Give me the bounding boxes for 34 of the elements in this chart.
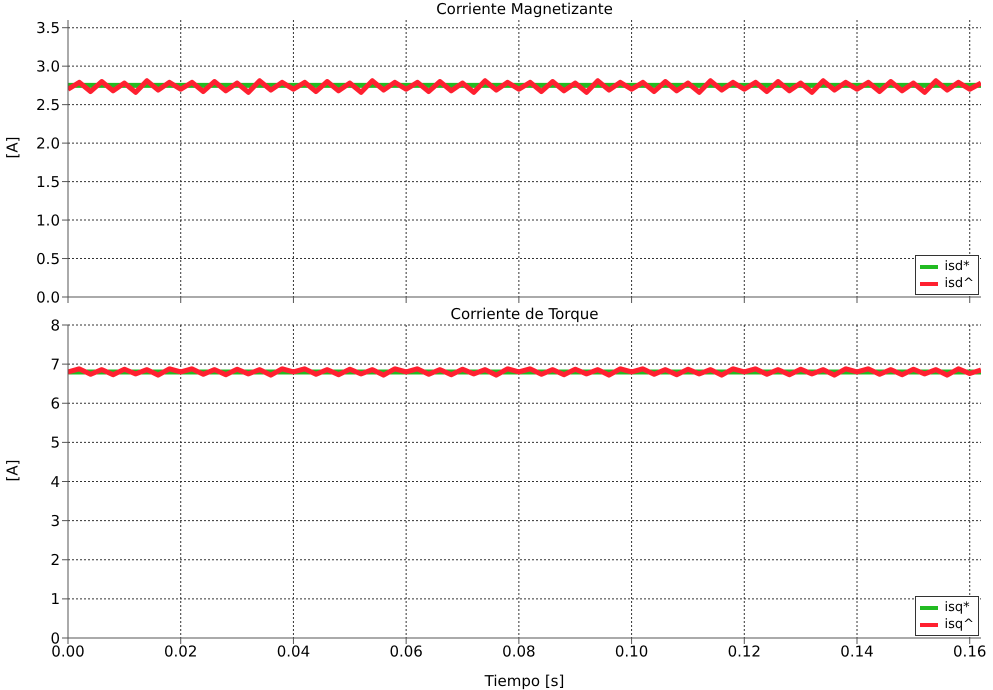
x-tick-label: 0.10 (614, 642, 648, 661)
x-tick-label: 0.14 (840, 642, 874, 661)
y-tick-label: 6 (50, 394, 60, 413)
y-tick-label: 3.5 (36, 19, 60, 38)
x-axis-title: Tiempo [s] (484, 672, 564, 690)
y-tick-label: 5 (50, 434, 60, 452)
y-tick-label: 4 (50, 472, 60, 491)
y-tick-label: 1.5 (36, 172, 60, 191)
x-tick-label: 0.16 (953, 642, 986, 661)
y-tick-label: 1 (50, 590, 60, 608)
legend-label: isq^ (944, 616, 974, 633)
x-tick-label: 0.00 (51, 642, 85, 661)
x-tick-label: 0.06 (389, 642, 423, 661)
y-tick-label: 3.0 (36, 57, 60, 76)
y-axis-title: [A] (3, 460, 22, 482)
y-tick-label: 2.0 (36, 134, 60, 152)
chart-title: Corriente Magnetizante (435, 0, 614, 18)
x-tick-label: 0.04 (276, 642, 310, 661)
y-tick-label: 0.0 (36, 288, 60, 306)
y-tick-label: 3 (50, 512, 60, 530)
y-tick-label: 8 (50, 316, 60, 334)
x-tick-label: 0.08 (502, 642, 536, 661)
x-tick-label: 0.12 (728, 642, 761, 661)
y-axis-title: [A] (3, 136, 22, 158)
y-tick-label: 0.5 (36, 250, 60, 268)
legend-label: isd^ (944, 275, 974, 292)
y-tick-label: 1.0 (36, 211, 60, 230)
y-tick-label: 2.5 (36, 96, 60, 114)
legend-label: isd* (944, 258, 970, 275)
chart-title: Corriente de Torque (450, 305, 600, 323)
legend-label: isq* (944, 599, 970, 616)
y-tick-label: 7 (50, 355, 60, 374)
y-tick-label: 2 (50, 551, 60, 570)
x-tick-label: 0.02 (164, 642, 198, 661)
